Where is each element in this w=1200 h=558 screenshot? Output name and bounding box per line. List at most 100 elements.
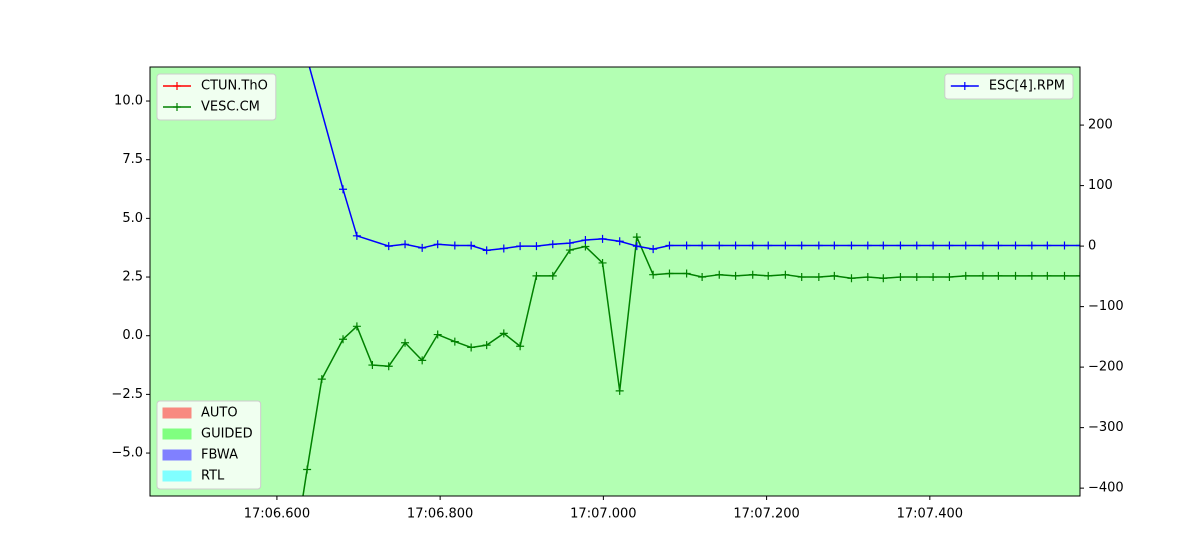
point-marker [1060,241,1069,250]
y2-tick-label: −400 [1088,481,1124,496]
plot-background [150,67,1080,496]
point-marker [615,237,624,246]
point-marker [532,271,541,280]
series-line [308,67,1080,252]
legend-label: AUTO [201,406,238,421]
legend-label: RTL [201,469,225,484]
x-tick-label: 17:06.800 [407,507,473,522]
point-marker [682,241,691,250]
y2-tick-label: −300 [1088,420,1124,435]
point-marker [781,270,790,279]
point-marker [352,322,361,331]
point-marker [632,242,641,251]
point-marker [814,241,823,250]
point-marker [978,241,987,250]
point-marker [1011,241,1020,250]
point-marker [450,337,459,346]
point-marker [418,356,427,365]
legend-label: GUIDED [201,427,253,442]
legend-patch [162,428,192,440]
point-marker [896,241,905,250]
y2-tick-label: −100 [1088,299,1124,314]
point-marker [945,241,954,250]
point-marker [368,361,377,370]
y-tick-label: 0.0 [122,328,143,343]
y-tick-label: 7.5 [122,152,143,167]
point-marker [1076,241,1080,250]
point-marker [516,242,525,251]
point-marker [929,273,938,282]
point-marker [879,241,888,250]
point-marker [548,271,557,280]
point-marker [1076,271,1080,280]
mode-legend: AUTO GUIDED FBWA RTL [156,400,262,490]
point-marker [994,271,1003,280]
point-marker [581,236,590,245]
point-marker [482,246,491,255]
x-tick-label: 17:06.600 [244,507,310,522]
point-marker [1043,271,1052,280]
legend-y2: ESC[4].RPM [944,73,1074,100]
point-marker [598,234,607,243]
point-marker [781,241,790,250]
point-marker [847,274,856,283]
point-marker [339,185,348,194]
point-marker [632,233,641,242]
point-marker [532,242,541,251]
point-marker [352,231,361,240]
point-marker [830,271,839,280]
point-marker [961,241,970,250]
point-marker [516,342,525,351]
point-marker [945,273,954,282]
y2-tick-label: −200 [1088,360,1124,375]
point-marker [467,241,476,250]
plot-lines [289,55,1080,558]
legend-label: ESC[4].RPM [989,79,1065,94]
legend-patch [162,407,192,419]
legend-label: VESC.CM [201,100,260,115]
legend-label: CTUN.ThO [201,79,268,94]
point-marker [665,241,674,250]
point-marker [565,246,574,255]
point-marker [748,241,757,250]
y-tick-label: 10.0 [114,94,143,109]
point-marker [401,240,410,249]
point-marker [879,274,888,283]
point-marker [698,273,707,282]
point-marker [303,55,311,63]
y2-tick-label: 0 [1088,239,1096,254]
legend-box [156,400,262,490]
legend-marker [173,82,181,90]
point-marker [289,555,297,558]
point-marker [731,241,740,250]
point-marker [847,241,856,250]
point-marker [764,271,773,280]
point-marker [467,343,476,352]
point-marker [715,270,724,279]
point-marker [450,241,459,250]
point-marker [863,241,872,250]
point-marker [797,273,806,282]
point-marker [1060,271,1069,280]
point-marker [994,241,1003,250]
point-marker [715,241,724,250]
point-marker [912,273,921,282]
point-marker [1027,241,1036,250]
x-tick-label: 17:07.200 [733,507,799,522]
point-marker [748,270,757,279]
legend: CTUN.ThO VESC.CM [156,73,277,121]
legend-marker [960,82,969,90]
point-marker [565,239,574,248]
point-marker [384,242,393,251]
point-marker [418,243,427,252]
point-marker [649,245,658,254]
point-marker [896,273,905,282]
point-marker [1011,271,1020,280]
y2-tick-label: 100 [1088,178,1113,193]
point-marker [433,330,442,339]
x-tick-label: 17:07.000 [570,507,636,522]
point-marker [682,269,691,278]
point-marker [598,258,607,267]
x-tick-label: 17:07.400 [897,507,963,522]
